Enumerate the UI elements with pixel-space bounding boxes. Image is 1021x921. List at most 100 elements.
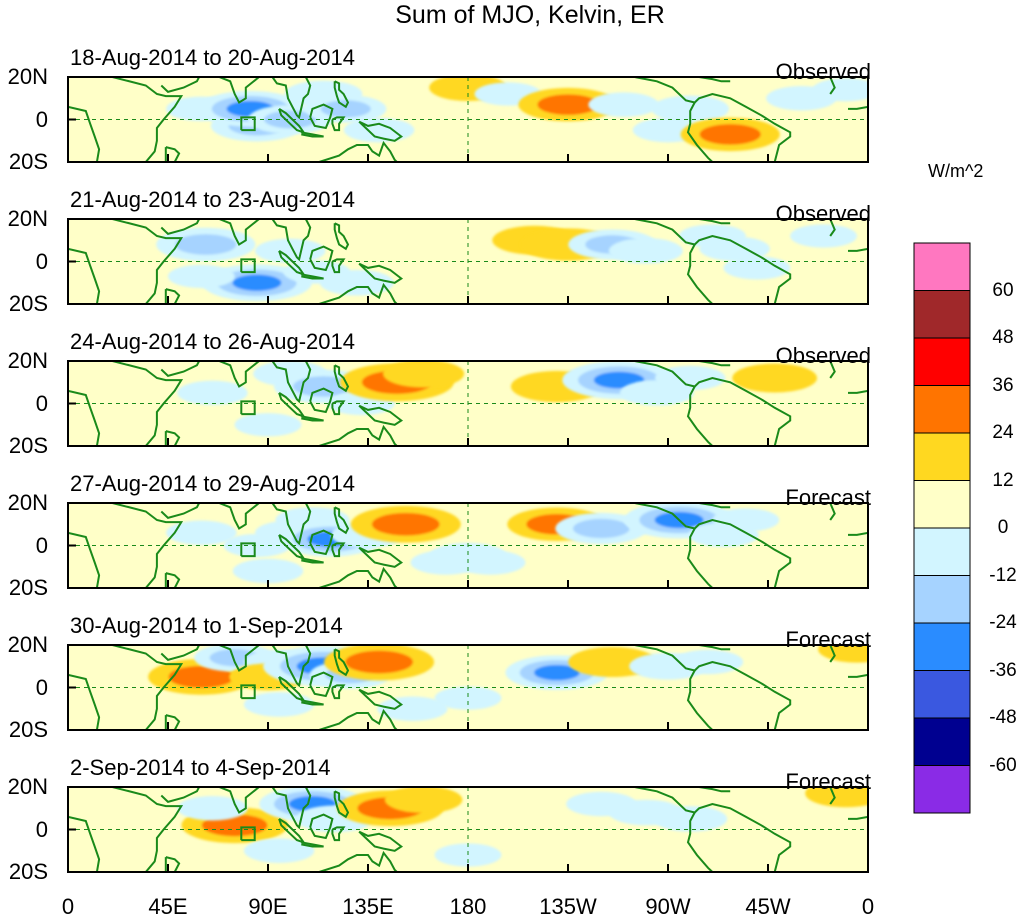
- coastline: [686, 812, 714, 872]
- coastline: [218, 219, 260, 246]
- coastline: [218, 77, 260, 104]
- contour-ellipse: [812, 78, 868, 102]
- anomaly-blob: [518, 87, 618, 122]
- coastline: [331, 258, 346, 274]
- coastline: [278, 392, 307, 419]
- anomaly-blob: [818, 645, 868, 663]
- contour-ellipse: [234, 413, 302, 437]
- contour-ellipse: [243, 838, 315, 863]
- anomaly-blob: [234, 413, 302, 437]
- coastline: [333, 222, 350, 251]
- coastline: [271, 503, 312, 546]
- coastline: [68, 673, 101, 730]
- coastline: [358, 830, 404, 852]
- coastline: [358, 120, 404, 142]
- contour-ellipse: [818, 645, 868, 663]
- coastline: [278, 676, 307, 703]
- anomaly-blob: [156, 227, 256, 262]
- colorbar-swatch: [913, 622, 971, 671]
- coastline: [68, 105, 101, 162]
- anomaly-blob: [672, 649, 744, 675]
- map-panel-5: [68, 645, 868, 730]
- coastline: [278, 108, 307, 135]
- coastline: [309, 529, 334, 556]
- lat-label: 20S: [8, 717, 48, 742]
- anomaly-blob: [232, 558, 304, 584]
- colorbar-swatch: [913, 765, 971, 814]
- contour-ellipse: [293, 376, 355, 397]
- lon-label: 90W: [645, 894, 691, 919]
- coastline: [301, 557, 324, 564]
- anomaly-blob: [723, 256, 791, 280]
- coastline: [160, 787, 200, 804]
- coastline: [333, 506, 350, 535]
- contour-ellipse: [377, 696, 448, 721]
- anomaly-blob: [699, 236, 770, 261]
- coastline: [358, 262, 404, 284]
- coastline: [318, 282, 398, 304]
- anomaly-blob: [177, 796, 248, 821]
- coastline: [309, 671, 334, 698]
- lat-label: 20S: [8, 575, 48, 600]
- lat-label: 20N: [7, 774, 48, 799]
- anomaly-blob: [255, 238, 326, 264]
- coastline: [634, 77, 792, 162]
- coastline: [318, 708, 398, 730]
- coastline: [333, 364, 350, 393]
- contour-ellipse: [434, 686, 502, 710]
- panel-date-range: 2-Sep-2014 to 4-Sep-2014: [70, 755, 331, 780]
- coastline: [698, 77, 731, 83]
- colorbar-swatch: [913, 385, 971, 434]
- contour-ellipse: [382, 361, 465, 388]
- colorbar-swatch: [913, 290, 971, 339]
- coastline: [164, 572, 181, 588]
- colorbar-tick-label: 60: [992, 279, 1014, 301]
- anomaly-blob: [384, 787, 463, 814]
- coastline: [218, 787, 260, 814]
- coastline: [686, 244, 714, 304]
- coastline: [271, 77, 312, 120]
- coastline: [301, 273, 324, 280]
- coastline: [698, 503, 731, 509]
- coastline: [318, 140, 398, 162]
- lat-label: 20N: [7, 64, 48, 89]
- coastline: [848, 105, 868, 110]
- contour-ellipse: [175, 234, 237, 255]
- colorbar-tick-label: -12: [989, 564, 1017, 586]
- contour-ellipse: [166, 520, 237, 545]
- coastline: [686, 386, 714, 446]
- lon-label: 135W: [539, 894, 597, 919]
- coastline: [829, 503, 836, 521]
- contour-ellipse: [805, 787, 868, 808]
- lon-label: 180: [449, 894, 487, 919]
- coastline: [333, 790, 350, 819]
- coastline: [240, 826, 256, 842]
- coastline: [164, 714, 181, 730]
- coastline: [686, 670, 714, 730]
- colorbar-tick-label: 12: [992, 469, 1014, 491]
- coastline: [164, 430, 181, 446]
- anomaly-blob: [805, 787, 868, 808]
- coastline: [112, 361, 184, 446]
- coastline: [829, 219, 836, 237]
- lon-label: 135E: [342, 894, 394, 919]
- coastline: [634, 503, 792, 588]
- anomaly-blob: [377, 696, 448, 721]
- colorbar-tick-label: 24: [992, 422, 1014, 443]
- coastline: [318, 850, 398, 872]
- contour-ellipse: [168, 665, 235, 688]
- anomaly-blob: [455, 550, 526, 575]
- panel-date-range: 21-Aug-2014 to 23-Aug-2014: [70, 187, 355, 212]
- colorbar-tick-label: 36: [992, 374, 1014, 396]
- coastline: [301, 699, 324, 706]
- coastline: [829, 361, 836, 379]
- lat-label: 0: [35, 532, 48, 558]
- panel-type-label: Forecast: [785, 485, 871, 510]
- contour-ellipse: [537, 94, 599, 115]
- anomaly-blob: [305, 94, 387, 123]
- lat-label: 0: [35, 106, 48, 132]
- coastline: [160, 219, 200, 236]
- anomaly-blob: [166, 520, 237, 545]
- coastline: [309, 813, 334, 840]
- coastline: [848, 815, 868, 820]
